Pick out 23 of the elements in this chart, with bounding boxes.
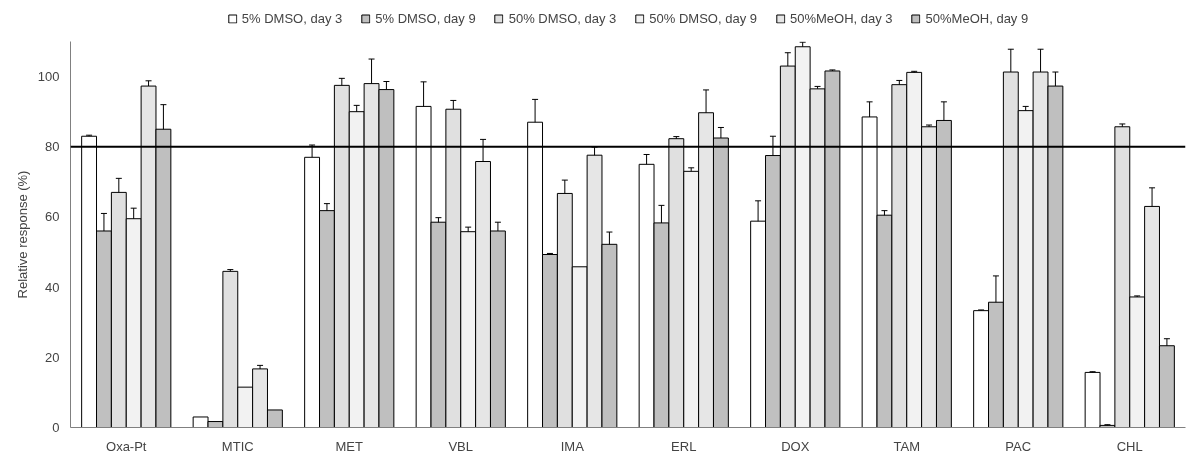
y-tick-label: 0: [52, 420, 60, 435]
x-tick-label: MTIC: [221, 438, 254, 454]
legend-label: 5% DMSO, day 3: [241, 10, 343, 26]
y-tick-label: 60: [45, 209, 60, 225]
x-tick-label: CHL: [1116, 438, 1143, 454]
y-tick-label: 40: [45, 279, 60, 295]
x-tick-label: PAC: [1005, 438, 1032, 454]
y-axis-title: Relative response (%): [14, 170, 30, 299]
legend-label: 5% DMSO, day 9: [375, 10, 476, 26]
y-tick-label: 20: [45, 349, 60, 365]
legend-label: 50% DMSO, day 9: [649, 10, 757, 26]
x-tick-label: MET: [335, 438, 364, 454]
x-tick-label: DOX: [781, 438, 810, 454]
y-tick-label: 80: [45, 139, 60, 155]
x-tick-label: ERL: [671, 438, 697, 454]
x-tick-label: VBL: [448, 438, 474, 454]
y-tick-label: 100: [37, 69, 60, 85]
x-tick-label: IMA: [560, 438, 585, 454]
legend-label: 50%MeOH, day 3: [789, 10, 893, 26]
x-tick-label: TAM: [893, 438, 920, 454]
legend-label: 50%MeOH, day 9: [925, 10, 1029, 26]
x-tick-label: Oxa-Pt: [106, 438, 147, 454]
legend-label: 50% DMSO, day 3: [508, 10, 617, 26]
